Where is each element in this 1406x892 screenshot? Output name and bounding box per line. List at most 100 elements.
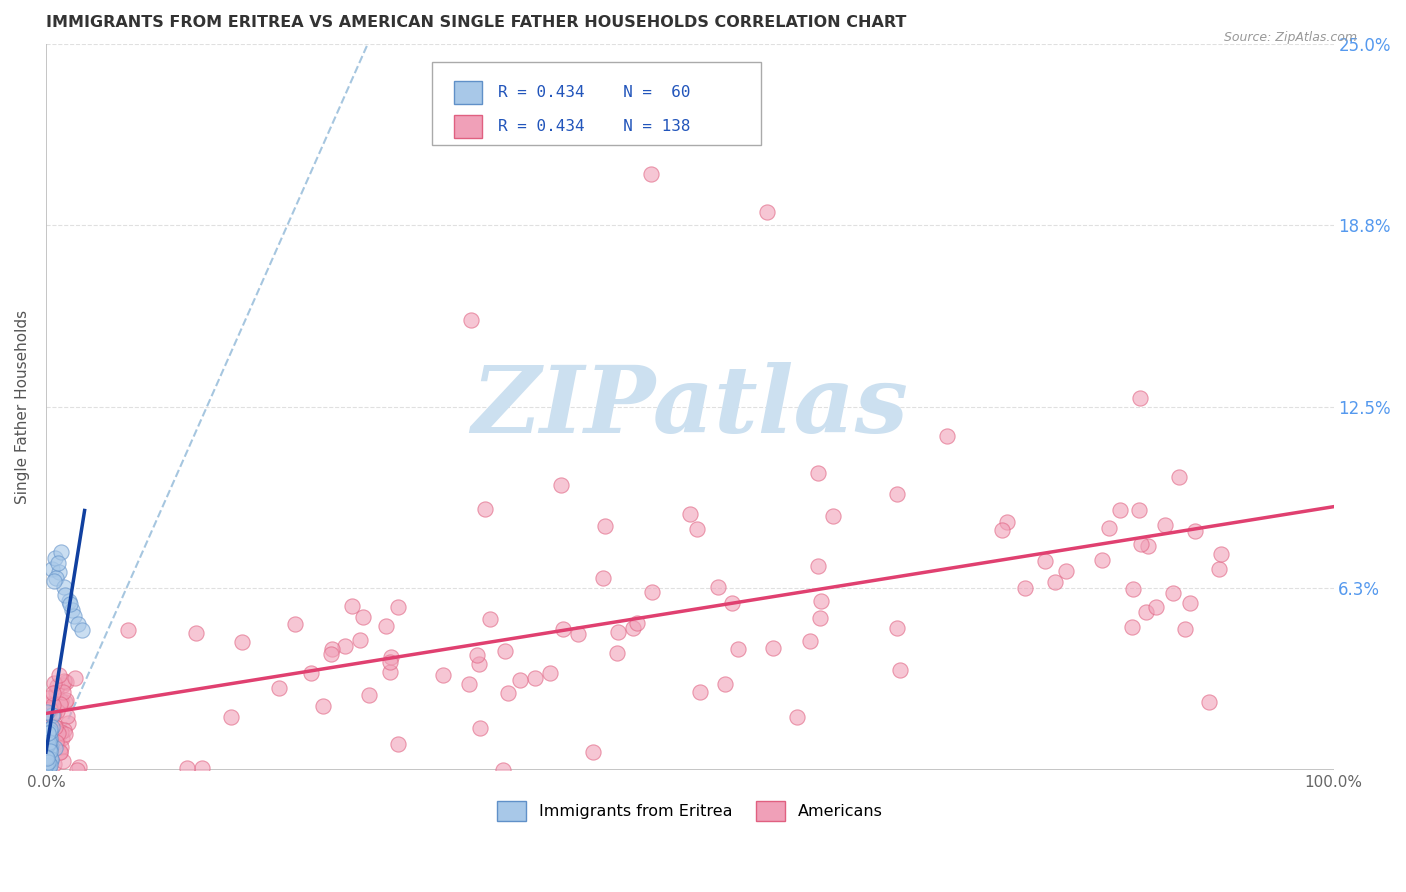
- Point: [349, 633, 371, 648]
- Point: [55, 674, 77, 689]
- Point: [509, 673, 531, 687]
- Point: [37, 690, 59, 705]
- Text: IMMIGRANTS FROM ERITREA VS AMERICAN SINGLE FATHER HOUSEHOLDS CORRELATION CHART: IMMIGRANTS FROM ERITREA VS AMERICAN SING…: [46, 15, 907, 30]
- Point: [48, 668, 70, 682]
- Point: [42, 574, 65, 588]
- Point: [357, 688, 380, 702]
- Point: [1198, 695, 1220, 709]
- Point: [37, 756, 59, 770]
- Point: [39, 758, 62, 772]
- Point: [38, 733, 60, 747]
- Point: [1128, 503, 1150, 517]
- Point: [378, 655, 401, 669]
- Point: [38, 751, 60, 765]
- Point: [38, 734, 60, 748]
- Point: [48, 565, 70, 579]
- Point: [567, 627, 589, 641]
- Point: [42, 708, 65, 723]
- Point: [38, 738, 60, 752]
- Point: [58, 594, 80, 608]
- Point: [492, 763, 515, 777]
- Point: [1208, 562, 1230, 576]
- Point: [46, 679, 69, 693]
- Point: [53, 674, 76, 689]
- Point: [52, 678, 75, 692]
- Point: [42, 698, 65, 712]
- Text: ZIPatlas: ZIPatlas: [471, 361, 908, 451]
- Point: [46, 557, 69, 571]
- Point: [689, 685, 711, 699]
- Point: [1154, 517, 1177, 532]
- Text: R = 0.434    N =  60: R = 0.434 N = 60: [498, 85, 690, 100]
- Point: [1054, 564, 1077, 578]
- Point: [1144, 600, 1167, 615]
- Point: [1129, 391, 1152, 405]
- Point: [38, 755, 60, 769]
- Point: [550, 478, 572, 492]
- Point: [39, 718, 62, 732]
- Point: [49, 697, 72, 711]
- Point: [38, 748, 60, 763]
- Point: [35, 735, 58, 749]
- Point: [41, 708, 63, 723]
- Point: [478, 612, 501, 626]
- Point: [42, 706, 65, 720]
- Point: [593, 519, 616, 533]
- Point: [821, 508, 844, 523]
- Point: [38, 706, 60, 720]
- Point: [35, 760, 58, 774]
- Point: [284, 617, 307, 632]
- Point: [35, 705, 58, 719]
- Point: [39, 744, 62, 758]
- Point: [35, 756, 58, 770]
- Point: [1043, 575, 1066, 590]
- Point: [470, 721, 492, 735]
- Point: [810, 611, 832, 625]
- Point: [44, 741, 66, 756]
- Point: [1091, 553, 1114, 567]
- Point: [319, 648, 342, 662]
- Point: [1161, 585, 1184, 599]
- Point: [380, 650, 402, 665]
- Point: [807, 558, 830, 573]
- Text: R = 0.434    N = 138: R = 0.434 N = 138: [498, 119, 690, 134]
- Point: [720, 596, 742, 610]
- Point: [474, 502, 496, 516]
- Point: [59, 597, 82, 611]
- Point: [67, 617, 90, 632]
- Point: [37, 756, 59, 771]
- Point: [53, 580, 76, 594]
- Point: [39, 697, 62, 711]
- Point: [713, 677, 735, 691]
- Point: [352, 610, 374, 624]
- Point: [1098, 520, 1121, 534]
- Point: [592, 571, 614, 585]
- Point: [1137, 539, 1160, 553]
- Point: [312, 698, 335, 713]
- Point: [387, 600, 409, 615]
- Point: [465, 648, 488, 662]
- Point: [219, 709, 242, 723]
- Point: [35, 717, 58, 731]
- Point: [641, 585, 664, 599]
- Point: [38, 761, 60, 775]
- Point: [807, 467, 830, 481]
- Point: [35, 758, 58, 772]
- Point: [375, 619, 398, 633]
- Point: [37, 754, 59, 768]
- Point: [621, 621, 644, 635]
- Y-axis label: Single Father Households: Single Father Households: [15, 310, 30, 504]
- Point: [63, 671, 86, 685]
- Point: [799, 633, 821, 648]
- Point: [38, 701, 60, 715]
- Point: [66, 763, 89, 777]
- Point: [53, 695, 76, 709]
- Point: [35, 756, 58, 771]
- Point: [39, 741, 62, 756]
- Point: [1014, 581, 1036, 595]
- Point: [707, 581, 730, 595]
- Point: [1174, 622, 1197, 636]
- Point: [45, 685, 67, 699]
- Point: [176, 761, 198, 775]
- Point: [886, 487, 908, 501]
